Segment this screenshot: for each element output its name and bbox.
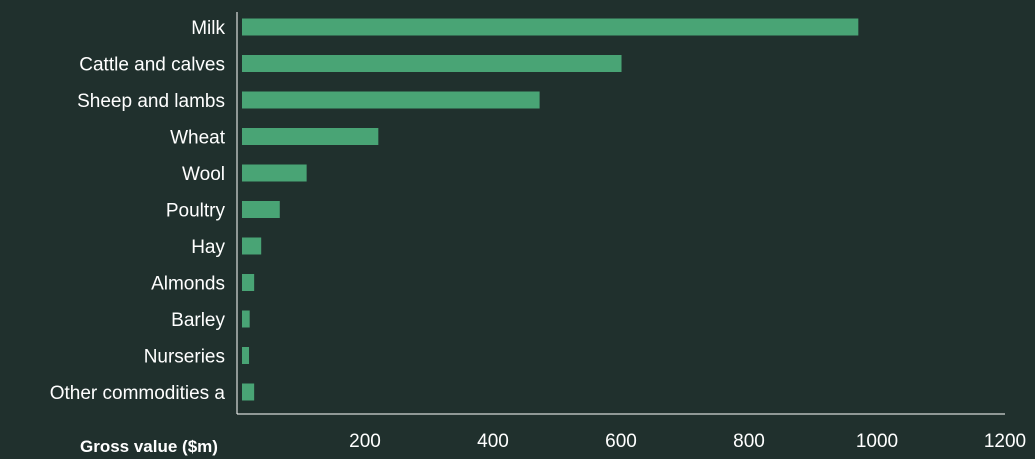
category-label: Almonds: [151, 274, 225, 295]
x-tick-label: 800: [733, 431, 765, 452]
x-tick-label: 1200: [984, 431, 1026, 452]
bar-nurseries: [242, 347, 250, 364]
x-tick-label: 600: [605, 431, 637, 452]
x-axis-title: Gross value ($m): [80, 437, 218, 456]
category-label: Cattle and calves: [79, 55, 225, 76]
category-label: Nurseries: [144, 347, 225, 368]
x-tick-label: 1000: [856, 431, 898, 452]
bar-milk: [242, 18, 859, 36]
bars-group: [242, 18, 859, 401]
bar-wool: [242, 164, 307, 182]
bar-poultry: [242, 201, 280, 218]
bar-wheat: [242, 128, 379, 145]
bar-other-commodities-a: [242, 383, 255, 401]
category-label: Sheep and lambs: [77, 91, 225, 112]
bar-sheep-and-lambs: [242, 91, 540, 109]
x-tick-label: 400: [477, 431, 509, 452]
category-label: Barley: [171, 310, 225, 331]
bar-cattle-and-calves: [242, 55, 622, 72]
bar-almonds: [242, 274, 255, 291]
bar-hay: [242, 237, 262, 255]
category-label: Wool: [182, 164, 225, 185]
category-label: Milk: [191, 18, 225, 39]
category-label: Hay: [191, 237, 225, 258]
category-labels: Milk Cattle and calves Sheep and lambs Whea…: [50, 18, 226, 404]
category-label: Wheat: [170, 128, 226, 149]
category-label: Other commodities a: [50, 383, 226, 404]
x-tick-labels: 200 400 600 800 1000 1200: [349, 431, 1026, 452]
bar-barley: [242, 310, 250, 328]
x-tick-label: 200: [349, 431, 381, 452]
category-label: Poultry: [166, 201, 226, 222]
